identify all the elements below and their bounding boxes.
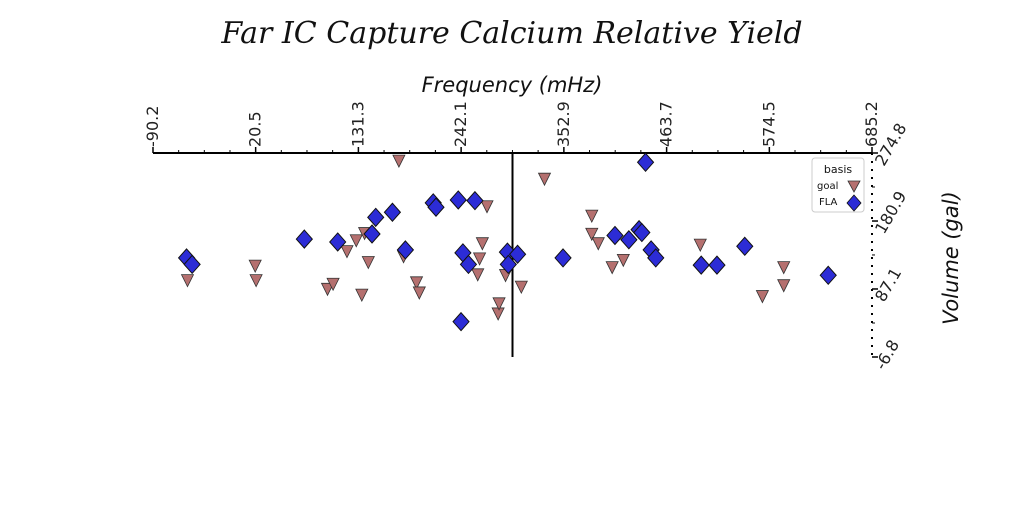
goal-point	[249, 274, 263, 288]
goal-point	[693, 238, 707, 253]
fla-point	[736, 236, 754, 257]
fla-point	[183, 254, 201, 275]
fla-point	[606, 225, 624, 246]
x-tick-label: 352.9	[554, 101, 573, 147]
y-tick-label: 87.1	[871, 265, 905, 305]
goal-point	[320, 282, 335, 297]
goal-point	[491, 307, 505, 321]
fla-point	[452, 311, 470, 332]
goal-point	[471, 268, 485, 282]
goal-point	[472, 252, 487, 266]
goal-point	[537, 172, 552, 187]
y-axis-label: Volume (gal)	[939, 191, 963, 325]
legend: basis goal FLA	[811, 157, 865, 213]
legend-title: basis	[824, 163, 853, 176]
goal-point	[361, 256, 375, 270]
fla-point	[708, 255, 726, 275]
fla-point	[295, 229, 313, 249]
fla-point	[466, 190, 484, 211]
goal-point	[777, 261, 791, 275]
x-tick-label: 574.5	[759, 101, 778, 147]
goal-point	[591, 237, 605, 251]
fla-point	[383, 202, 402, 223]
x-tick-label: 242.1	[451, 101, 470, 147]
y-tick-label: 180.9	[871, 188, 910, 237]
fla-point	[636, 152, 655, 173]
data-points	[177, 152, 837, 332]
legend-label-fla: FLA	[819, 197, 838, 208]
goal-point	[755, 290, 770, 304]
fla-point	[499, 254, 517, 275]
fla-point	[508, 244, 527, 265]
fla-point	[396, 240, 415, 260]
goal-point	[409, 276, 424, 290]
goal-point	[326, 277, 340, 292]
x-tick-label: 463.7	[657, 101, 676, 147]
goal-point	[616, 253, 630, 268]
goal-point	[492, 297, 506, 311]
x-axis-label: Frequency (mHz)	[422, 73, 603, 97]
x-tick-label: 20.5	[246, 111, 265, 147]
fla-point	[633, 222, 651, 243]
goal-point	[605, 261, 619, 275]
x-tick-label: 131.3	[348, 101, 367, 147]
goal-point	[412, 286, 426, 300]
goal-point	[480, 200, 494, 214]
fla-point	[449, 190, 467, 210]
fla-point	[329, 232, 347, 252]
goal-point	[340, 245, 354, 259]
chart-title: Far IC Capture Calcium Relative Yield	[220, 16, 802, 51]
x-tick-label: -90.2	[143, 106, 162, 147]
axes: -90.2 20.5 131.3 242.1 352.9 463.7 574.5 685.2 -…	[143, 101, 910, 373]
goal-point	[180, 274, 195, 288]
goal-point	[392, 154, 406, 168]
goal-point	[514, 280, 528, 295]
fla-point	[554, 248, 572, 268]
y-tick-label: -6.8	[871, 336, 903, 373]
legend-marker-fla	[846, 194, 862, 212]
fla-point	[692, 255, 710, 275]
goal-point	[349, 234, 363, 248]
fla-point	[819, 265, 837, 286]
legend-marker-goal	[847, 180, 861, 193]
goal-point	[248, 259, 262, 274]
fla-point	[647, 248, 665, 268]
x-tick-label: 685.2	[862, 101, 881, 147]
fla-point	[620, 230, 638, 250]
goal-point	[355, 288, 369, 303]
fla-point	[363, 224, 381, 244]
goal-point	[585, 227, 599, 242]
legend-label-goal: goal	[817, 181, 838, 192]
fla-point	[367, 207, 385, 228]
fla-point	[427, 197, 445, 217]
goal-point	[475, 237, 490, 251]
fla-point	[459, 254, 478, 275]
goal-point	[585, 209, 599, 224]
goal-point	[777, 279, 791, 293]
